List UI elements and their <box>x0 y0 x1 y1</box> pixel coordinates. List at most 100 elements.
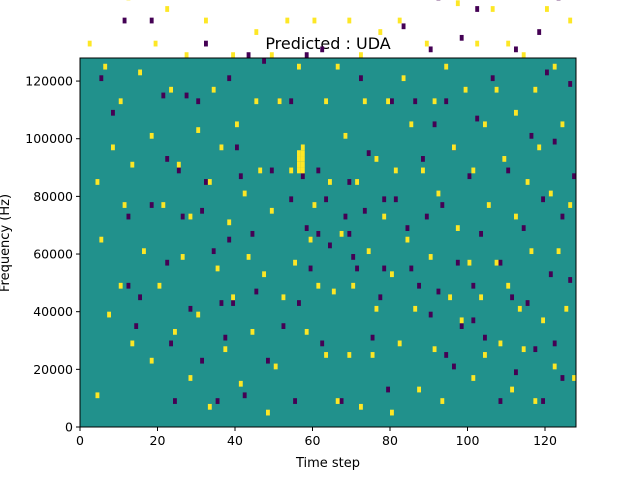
chart-title: Predicted : UDA <box>265 34 390 53</box>
heatmap-cell-high <box>161 202 166 208</box>
heatmap-cell-high <box>339 230 344 237</box>
heatmap-cell-low <box>215 398 220 404</box>
heatmap-cell-high <box>176 161 181 168</box>
heatmap-cell-low <box>572 173 577 180</box>
heatmap-cell-high <box>219 144 224 151</box>
heatmap-cell-high <box>227 219 232 226</box>
heatmap-cell-high <box>95 179 100 185</box>
heatmap-cell-high <box>417 386 422 393</box>
heatmap-cell-high <box>564 305 569 312</box>
heatmap-cell-low <box>552 340 557 347</box>
heatmap-cell-high <box>184 52 189 58</box>
heatmap-cell-low <box>173 398 177 404</box>
heatmap-cell-high <box>428 254 433 260</box>
heatmap-cell-low <box>444 98 449 105</box>
heatmap-cell-low <box>529 132 534 139</box>
heatmap-cell-high <box>297 63 301 70</box>
heatmap-cell-high <box>568 202 573 208</box>
heatmap-cell-low <box>219 300 224 306</box>
heatmap-cell-high <box>359 403 363 410</box>
heatmap-cell-low <box>459 34 464 41</box>
heatmap-cell-low <box>343 213 348 220</box>
heatmap-cell-low <box>254 288 259 295</box>
heatmap-cell-high <box>382 213 387 220</box>
heatmap-cell-high <box>506 282 511 289</box>
y-tick-label: 120000 <box>25 74 73 89</box>
heatmap-cell-high <box>494 259 499 266</box>
plot-area <box>79 0 577 428</box>
heatmap-cell-high <box>277 98 282 105</box>
heatmap-cell-low <box>99 75 104 82</box>
heatmap-cell-high <box>258 167 263 174</box>
heatmap-cell-high <box>300 161 305 168</box>
heatmap-cell-high <box>297 156 301 162</box>
heatmap-cell-low <box>200 207 205 214</box>
heatmap-cell-low <box>483 334 487 341</box>
heatmap-cell-high <box>273 363 278 370</box>
heatmap-cell-low <box>281 323 286 329</box>
heatmap-cell-high <box>521 52 526 58</box>
heatmap-cell-low <box>471 317 476 324</box>
heatmap-cell-low <box>514 46 518 53</box>
heatmap-cell-low <box>300 173 305 180</box>
heatmap-cell-low <box>405 225 410 231</box>
y-tick-label: 100000 <box>25 131 73 146</box>
heatmap-cell-low <box>370 334 375 341</box>
heatmap-cell-low <box>413 98 418 105</box>
heatmap-cell-low <box>246 52 251 58</box>
heatmap-cell-high <box>467 259 472 266</box>
heatmap-cell-high <box>514 109 518 116</box>
heatmap-cell-high <box>335 63 340 70</box>
heatmap-cell-high <box>130 161 135 168</box>
y-tick-label: 0 <box>65 420 73 435</box>
heatmap-cell-high <box>149 132 154 139</box>
heatmap-cell-low <box>266 357 270 364</box>
heatmap-cell-low <box>250 230 255 237</box>
heatmap-cell-high <box>401 75 406 82</box>
heatmap-cell-low <box>552 138 557 145</box>
heatmap-cell-low <box>541 398 546 404</box>
heatmap-cell-high <box>568 17 573 24</box>
heatmap-cell-high <box>483 352 487 358</box>
heatmap-cell-high <box>223 346 228 353</box>
heatmap-cell-low <box>545 69 549 76</box>
heatmap-cell-high <box>370 352 375 358</box>
heatmap-cell-high <box>347 352 352 358</box>
heatmap-cell-high <box>440 398 445 404</box>
heatmap-cell-low <box>262 58 267 64</box>
heatmap-cell-high <box>312 17 317 24</box>
heatmap-cell-high <box>118 98 123 105</box>
y-tick-label: 40000 <box>33 304 73 319</box>
heatmap-cell-high <box>572 375 577 381</box>
heatmap-cell-low <box>161 92 166 99</box>
heatmap-cell-low <box>339 398 344 404</box>
heatmap-cell-low <box>417 282 422 289</box>
heatmap-cell-high <box>324 352 329 358</box>
heatmap-cell-low <box>138 294 143 301</box>
heatmap-cell-high <box>281 294 286 301</box>
y-tick-label: 20000 <box>33 362 73 377</box>
heatmap-cell-low <box>444 352 449 358</box>
heatmap-cell-low <box>378 294 383 301</box>
x-tick-label: 80 <box>382 433 398 448</box>
heatmap-cell-high <box>432 346 437 353</box>
heatmap-cell-low <box>196 98 201 105</box>
heatmap-cell-low <box>382 265 387 272</box>
heatmap-cell-low <box>126 282 131 289</box>
heatmap-cell-high <box>537 144 542 151</box>
heatmap-cell-high <box>514 213 518 220</box>
heatmap-cell-high <box>211 86 216 93</box>
heatmap-cell-high <box>475 40 480 47</box>
heatmap-cell-low <box>455 259 460 266</box>
heatmap-cell-high <box>459 317 464 324</box>
heatmap-cell-low <box>351 254 356 260</box>
heatmap-cell-high <box>362 98 367 105</box>
heatmap-cell-low <box>328 242 332 249</box>
heatmap-cell-high <box>173 328 177 335</box>
plot-frame <box>79 57 577 428</box>
heatmap-cell-low <box>316 167 321 174</box>
heatmap-cell-high <box>289 167 294 174</box>
heatmap-cell-high <box>111 144 115 151</box>
heatmap-cell-low <box>184 92 189 99</box>
heatmap-cell-high <box>196 311 201 318</box>
